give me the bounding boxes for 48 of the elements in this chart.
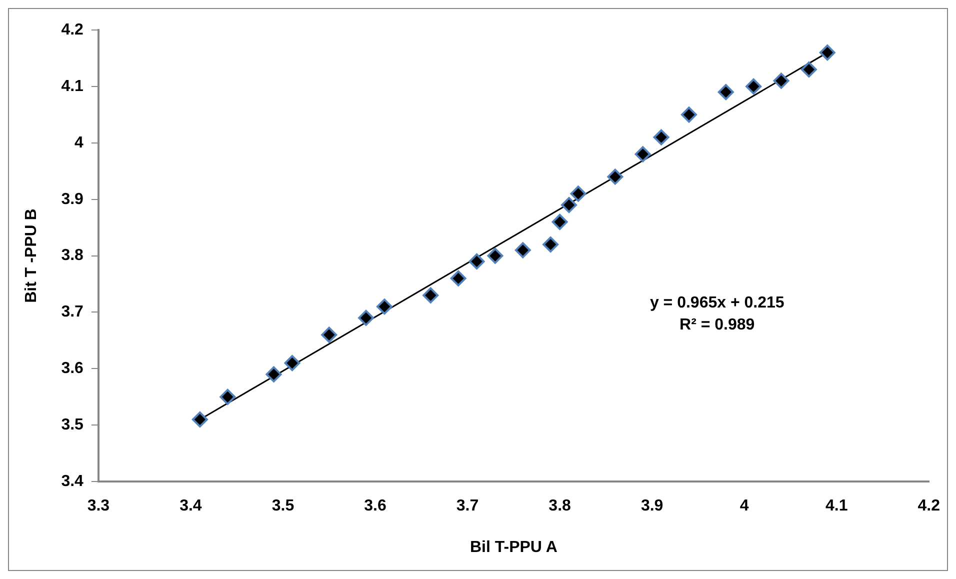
point: [192, 412, 208, 428]
point: [561, 196, 578, 213]
point: [552, 214, 568, 230]
y-tick-label: 3.7: [61, 304, 84, 321]
point: [570, 186, 586, 202]
y-axis-title: Bit T -PPU B: [23, 208, 40, 303]
point: [321, 326, 338, 343]
x-tick-label: 4: [740, 498, 749, 515]
point: [800, 62, 817, 78]
point: [819, 44, 836, 61]
x-tick-label: 4.1: [825, 498, 848, 515]
y-tick-label: 4.1: [61, 78, 84, 95]
point: [468, 253, 485, 270]
annotation: R² = 0.989: [680, 316, 755, 334]
point: [266, 366, 282, 382]
x-tick-label: 3.9: [640, 498, 664, 515]
point: [607, 168, 624, 185]
point: [746, 78, 762, 94]
x-tick-label: 3.4: [180, 498, 202, 515]
y-tick-label: 3.9: [61, 190, 84, 208]
point: [487, 248, 504, 264]
point: [718, 84, 734, 100]
x-tick-label: 3.7: [456, 498, 479, 515]
y-tick-label: 4.2: [61, 21, 84, 38]
x-axis-title: Bil T-PPU A: [470, 538, 558, 556]
x-tick-label: 3.5: [272, 498, 294, 515]
x-tick-label: 4.2: [918, 498, 940, 515]
point: [358, 310, 374, 326]
point: [653, 129, 670, 146]
point: [220, 388, 236, 405]
point: [773, 72, 790, 89]
point: [450, 270, 466, 286]
point: [680, 106, 697, 123]
annotation: y = 0.965x + 0.215: [650, 294, 784, 312]
point: [284, 355, 300, 372]
point: [514, 242, 531, 258]
y-tick-label: 3.5: [61, 416, 84, 434]
point: [634, 146, 651, 162]
point: [422, 287, 439, 304]
y-tick-label: 3.4: [61, 473, 84, 490]
x-tick-label: 3.3: [87, 498, 110, 515]
y-tick-label: 3.8: [61, 247, 84, 264]
point: [542, 236, 559, 253]
y-tick-label: 4: [74, 134, 84, 152]
y-tick-label: 3.6: [61, 360, 84, 378]
point: [376, 298, 392, 315]
x-tick-label: 3.8: [548, 498, 572, 515]
x-tick-label: 3.6: [364, 498, 386, 515]
